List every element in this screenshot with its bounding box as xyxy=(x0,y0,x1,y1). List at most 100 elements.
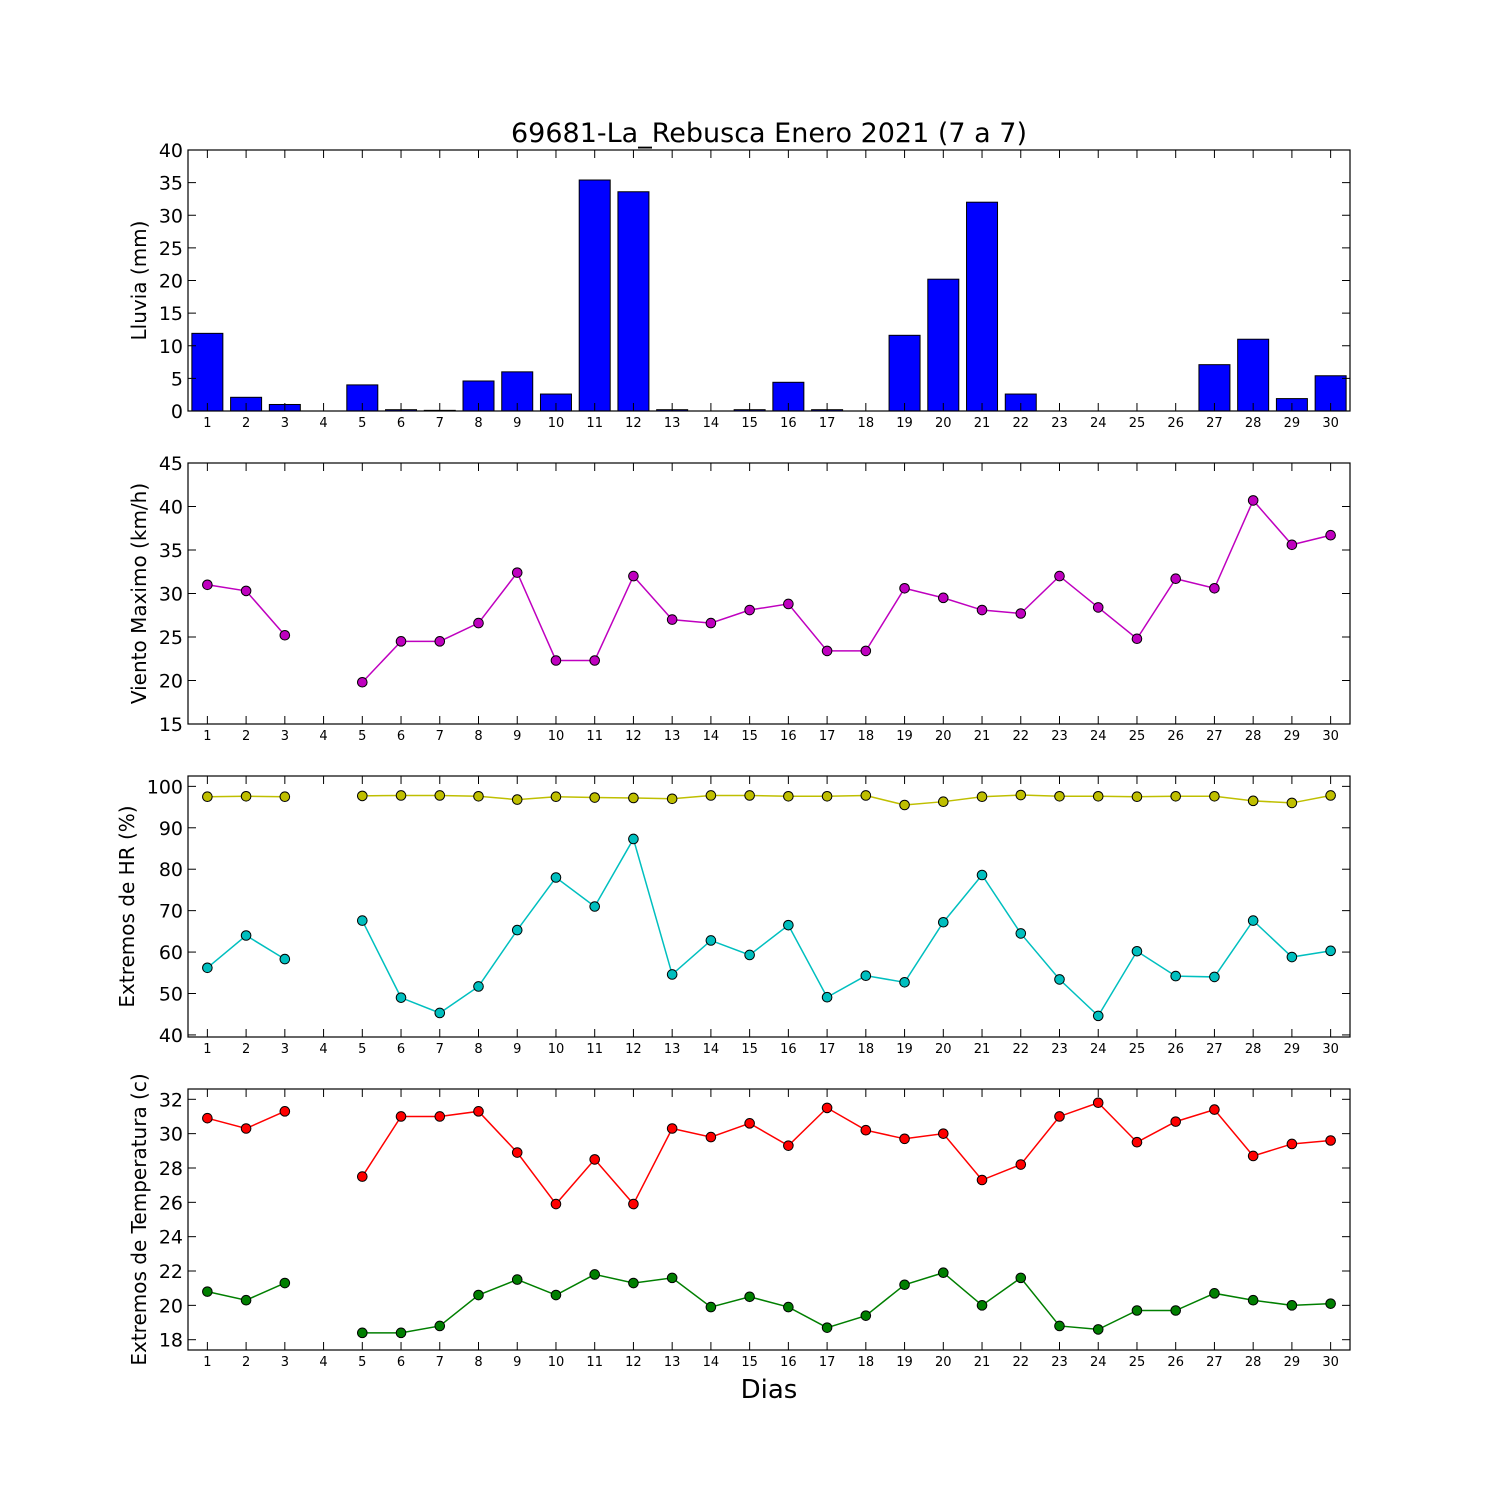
temperature-series-1-point-day-3 xyxy=(279,1106,291,1117)
humidity-series-2-point-day-29 xyxy=(1286,951,1298,963)
temperature-series-1-point-day-12 xyxy=(628,1198,639,1210)
max-wind-xtick-label-15: 15 xyxy=(741,729,758,744)
max-wind-series-1-point-day-28 xyxy=(1247,495,1259,506)
humidity-series-1-point-day-17 xyxy=(821,791,833,802)
temperature-series-1-point-day-11 xyxy=(589,1154,601,1165)
rainfall-ytick-label-40: 40 xyxy=(159,140,183,162)
temperature-axes-frame xyxy=(187,1088,1351,1351)
humidity-series-2-point-day-8 xyxy=(473,981,484,992)
humidity-plot-area xyxy=(188,776,1350,1037)
rain-bar-day-21 xyxy=(966,201,999,412)
temperature-series-2-point-day-1 xyxy=(202,1286,213,1297)
humidity-xtick-label-28: 28 xyxy=(1245,1042,1262,1057)
temperature-series-1-point-day-14 xyxy=(705,1131,717,1143)
temperature-series-2-point-day-19 xyxy=(899,1279,910,1291)
humidity-xtick-label-6: 6 xyxy=(397,1042,405,1057)
max-wind-series-1-point-day-16 xyxy=(783,598,794,610)
temperature-ytick-label-20: 20 xyxy=(159,1295,183,1317)
temperature-series-2-point-day-3 xyxy=(279,1277,291,1289)
max-wind-xtick-label-7: 7 xyxy=(436,729,444,744)
humidity-series-2-point-day-7 xyxy=(434,1007,446,1019)
max-wind-xtick-label-5: 5 xyxy=(358,729,366,744)
temperature-series-1-point-day-23 xyxy=(1054,1111,1065,1122)
max-wind-xtick-label-21: 21 xyxy=(974,729,991,744)
humidity-series-1-point-day-1 xyxy=(202,791,213,803)
rainfall-xtick-label-30: 30 xyxy=(1322,416,1339,431)
humidity-ytick-label-60: 60 xyxy=(159,942,183,964)
humidity-xtick-label-10: 10 xyxy=(548,1042,565,1057)
max-wind-xtick-label-3: 3 xyxy=(281,729,289,744)
temperature-series-2-point-day-15 xyxy=(744,1291,755,1303)
humidity-xtick-label-2: 2 xyxy=(242,1042,250,1057)
max-wind-xtick-label-24: 24 xyxy=(1090,729,1107,744)
max-wind-series-1-point-day-2 xyxy=(240,585,252,597)
max-wind-series-1-point-day-13 xyxy=(666,614,678,625)
temperature-ytick-label-26: 26 xyxy=(159,1192,183,1214)
max-wind-series-1-point-day-30 xyxy=(1325,529,1336,541)
max-wind-series-1-point-day-18 xyxy=(860,645,872,657)
humidity-y-axis-label: Extremos de HR (%) xyxy=(115,805,139,1007)
temperature-series-2-point-day-30 xyxy=(1325,1298,1336,1309)
temperature-series-2-point-day-23 xyxy=(1054,1320,1065,1332)
temperature-series-2-point-day-2 xyxy=(240,1294,252,1306)
temperature-series-2-point-day-13 xyxy=(666,1272,678,1284)
temperature-series-1-line-2 xyxy=(361,1101,1331,1206)
max-wind-series-1-point-day-20 xyxy=(938,592,949,604)
rainfall-xtick-label-11: 11 xyxy=(586,416,603,431)
temperature-xtick-label-4: 4 xyxy=(319,1355,327,1370)
temperature-xtick-label-15: 15 xyxy=(741,1355,758,1370)
temperature-series-2-point-day-12 xyxy=(628,1277,639,1289)
rainfall-xtick-label-4: 4 xyxy=(319,416,327,431)
humidity-series-1-point-day-12 xyxy=(628,792,639,804)
max-wind-xtick-label-9: 9 xyxy=(513,729,521,744)
humidity-series-1-point-day-28 xyxy=(1247,795,1259,807)
humidity-xtick-label-9: 9 xyxy=(513,1042,521,1057)
rainfall-xtick-label-20: 20 xyxy=(935,416,952,431)
max-wind-series-1-point-day-5 xyxy=(357,676,368,688)
temperature-xtick-label-18: 18 xyxy=(858,1355,875,1370)
max-wind-xtick-label-17: 17 xyxy=(819,729,836,744)
max-wind-series-1-point-day-27 xyxy=(1209,582,1220,594)
humidity-series-1-point-day-19 xyxy=(899,799,910,811)
humidity-series-1-point-day-14 xyxy=(705,790,717,801)
max-wind-series-1-point-day-22 xyxy=(1015,608,1027,619)
humidity-series-1-point-day-10 xyxy=(550,791,562,803)
max-wind-xtick-label-26: 26 xyxy=(1167,729,1184,744)
humidity-series-1-point-day-11 xyxy=(589,792,601,803)
max-wind-ytick-label-25: 25 xyxy=(159,627,183,649)
rainfall-xtick-label-1: 1 xyxy=(203,416,211,431)
max-wind-xtick-label-23: 23 xyxy=(1051,729,1068,744)
rainfall-ytick-label-30: 30 xyxy=(159,205,183,227)
temperature-xtick-label-5: 5 xyxy=(358,1355,366,1370)
rainfall-xtick-label-14: 14 xyxy=(703,416,720,431)
humidity-series-2-point-day-19 xyxy=(899,977,910,988)
humidity-series-1-point-day-8 xyxy=(473,791,484,802)
temperature-series-1-point-day-10 xyxy=(550,1198,562,1210)
temperature-xtick-label-11: 11 xyxy=(586,1355,603,1370)
max-wind-xtick-label-20: 20 xyxy=(935,729,952,744)
humidity-series-1-point-day-24 xyxy=(1092,791,1104,802)
temperature-xtick-label-1: 1 xyxy=(203,1355,211,1370)
rainfall-xtick-label-25: 25 xyxy=(1129,416,1146,431)
humidity-xtick-label-23: 23 xyxy=(1051,1042,1068,1057)
rainfall-xtick-label-13: 13 xyxy=(664,416,681,431)
rainfall-xtick-label-7: 7 xyxy=(436,416,444,431)
temperature-xtick-label-12: 12 xyxy=(625,1355,642,1370)
humidity-series-1-point-day-18 xyxy=(860,790,872,801)
humidity-xtick-label-21: 21 xyxy=(974,1042,991,1057)
humidity-xtick-label-18: 18 xyxy=(858,1042,875,1057)
temperature-xtick-label-20: 20 xyxy=(935,1355,952,1370)
temperature-xtick-label-23: 23 xyxy=(1051,1355,1068,1370)
temperature-series-2-point-day-7 xyxy=(434,1320,446,1332)
max-wind-ytick-label-20: 20 xyxy=(159,671,183,693)
humidity-xtick-label-29: 29 xyxy=(1284,1042,1301,1057)
humidity-series-2-point-day-24 xyxy=(1092,1010,1104,1022)
humidity-series-1-point-day-6 xyxy=(395,790,407,801)
temperature-series-1-point-day-13 xyxy=(666,1123,678,1134)
max-wind-series-1-point-day-25 xyxy=(1131,633,1143,645)
rainfall-xtick-label-3: 3 xyxy=(281,416,289,431)
rain-bar-day-12 xyxy=(617,191,650,412)
max-wind-ytick-label-15: 15 xyxy=(159,714,183,736)
temperature-xtick-label-22: 22 xyxy=(1012,1355,1029,1370)
